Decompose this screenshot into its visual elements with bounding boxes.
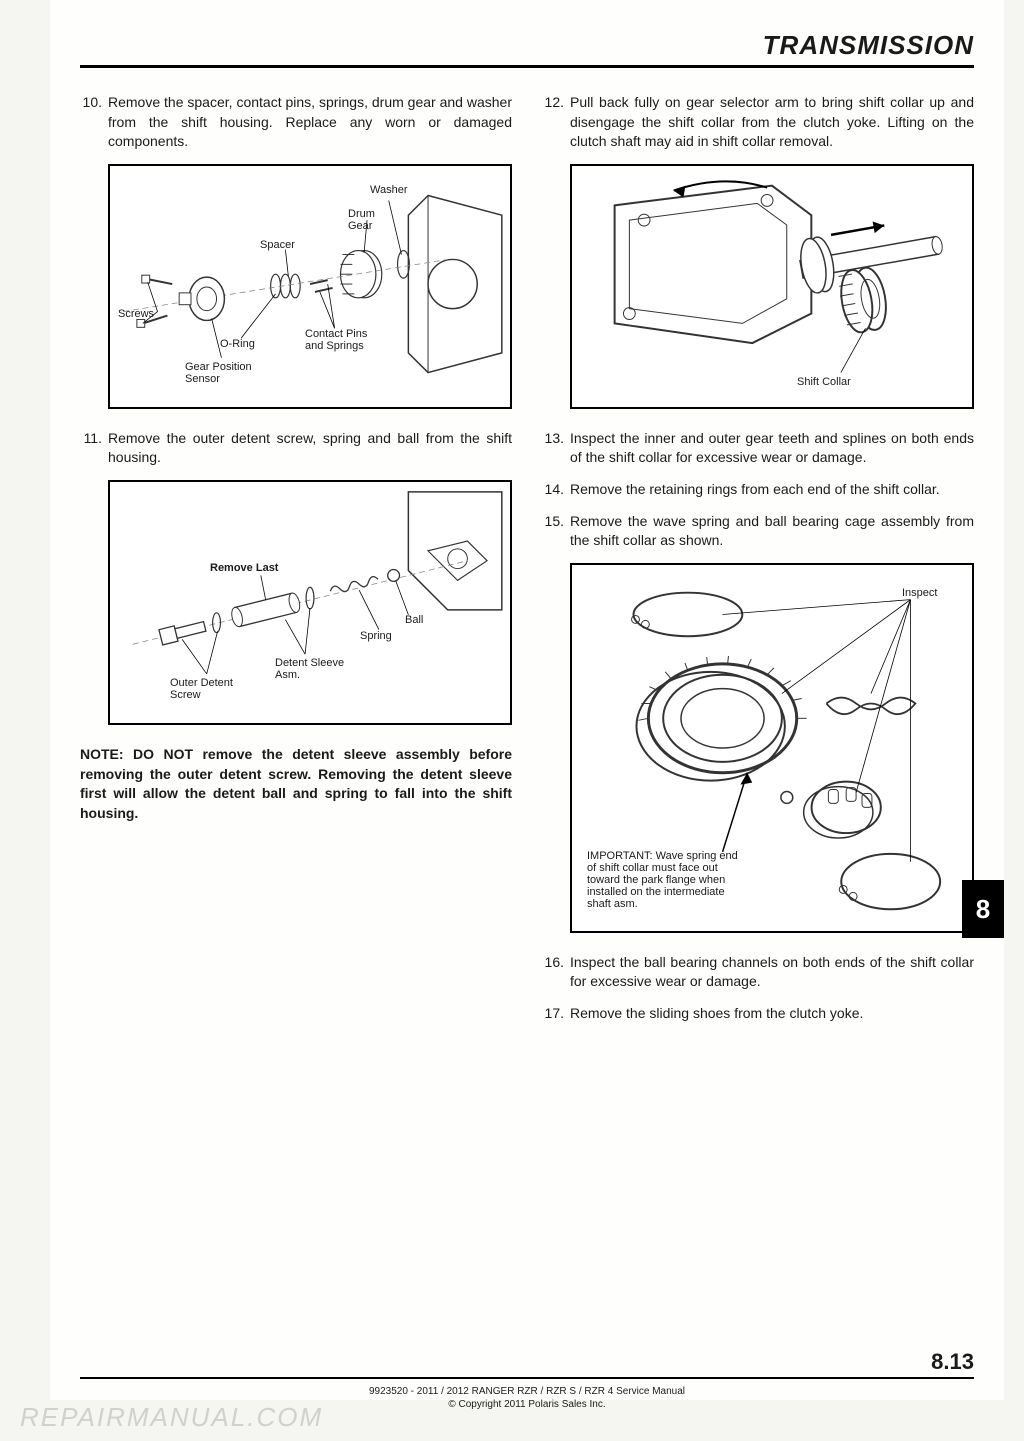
label-spacer: Spacer xyxy=(260,239,295,251)
section-header: TRANSMISSION xyxy=(80,30,974,68)
step-12: 12. Pull back fully on gear selector arm… xyxy=(542,93,974,152)
step-11: 11. Remove the outer detent screw, sprin… xyxy=(80,429,512,468)
figure-2: Remove Last Ball Spring Detent Sleeve As… xyxy=(108,480,512,725)
step-15: 15. Remove the wave spring and ball bear… xyxy=(542,512,974,551)
label-sensor: Gear Position Sensor xyxy=(185,361,265,385)
step-16: 16. Inspect the ball bearing channels on… xyxy=(542,953,974,992)
content-columns: 10. Remove the spacer, contact pins, spr… xyxy=(80,93,974,1036)
manual-page: TRANSMISSION 10. Remove the spacer, cont… xyxy=(50,0,1004,1400)
step-17: 17. Remove the sliding shoes from the cl… xyxy=(542,1004,974,1024)
label-inspect: Inspect xyxy=(902,587,937,599)
right-column: 12. Pull back fully on gear selector arm… xyxy=(542,93,974,1036)
figure-4: Inspect IMPORTANT: Wave spring end of sh… xyxy=(570,563,974,933)
step-10: 10. Remove the spacer, contact pins, spr… xyxy=(80,93,512,152)
label-spring: Spring xyxy=(360,630,392,642)
step-14: 14. Remove the retaining rings from each… xyxy=(542,480,974,500)
step-13: 13. Inspect the inner and outer gear tee… xyxy=(542,429,974,468)
label-contact: Contact Pins and Springs xyxy=(305,328,385,352)
label-important: IMPORTANT: Wave spring end of shift coll… xyxy=(587,850,742,910)
label-remove-last: Remove Last xyxy=(210,562,278,574)
page-number: 8.13 xyxy=(931,1349,974,1375)
footer-rule xyxy=(80,1377,974,1379)
label-shift-collar: Shift Collar xyxy=(797,376,851,388)
label-detent-sleeve: Detent Sleeve Asm. xyxy=(275,657,345,681)
label-washer: Washer xyxy=(370,184,408,196)
left-column: 10. Remove the spacer, contact pins, spr… xyxy=(80,93,512,1036)
chapter-tab: 8 xyxy=(962,880,1004,938)
label-screws: Screws xyxy=(118,308,154,320)
figure-3: Shift Collar xyxy=(570,164,974,409)
fig3-diagram xyxy=(572,166,972,407)
label-ball: Ball xyxy=(405,614,423,626)
label-drum-gear: Drum Gear xyxy=(348,208,388,232)
fig1-diagram xyxy=(110,166,510,407)
label-outer-screw: Outer Detent Screw xyxy=(170,677,250,701)
watermark: REPAIRMANUAL.COM xyxy=(20,1402,323,1433)
label-oring: O-Ring xyxy=(220,338,255,350)
figure-1: Washer Drum Gear Spacer Screws O-Ring Co… xyxy=(108,164,512,409)
note: NOTE: DO NOT remove the detent sleeve as… xyxy=(80,745,512,823)
